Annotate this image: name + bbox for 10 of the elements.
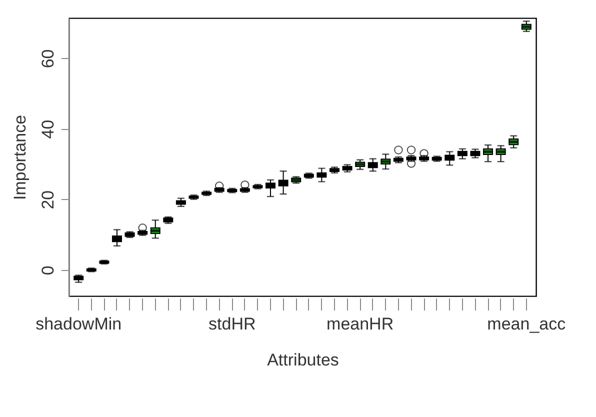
y-tick-label: 60 xyxy=(38,49,58,68)
y-tick-label: 40 xyxy=(38,120,58,139)
y-tick-label: 0 xyxy=(38,266,58,276)
y-tick-label: 20 xyxy=(38,190,58,210)
x-tick-label: stdHR xyxy=(208,314,256,334)
x-tick-label: meanHR xyxy=(326,314,394,334)
x-tick-label: mean_acc xyxy=(487,314,566,334)
y-axis-title: Importance xyxy=(10,114,30,200)
x-axis-title: Attributes xyxy=(267,350,339,370)
x-tick-label: shadowMin xyxy=(36,314,122,334)
